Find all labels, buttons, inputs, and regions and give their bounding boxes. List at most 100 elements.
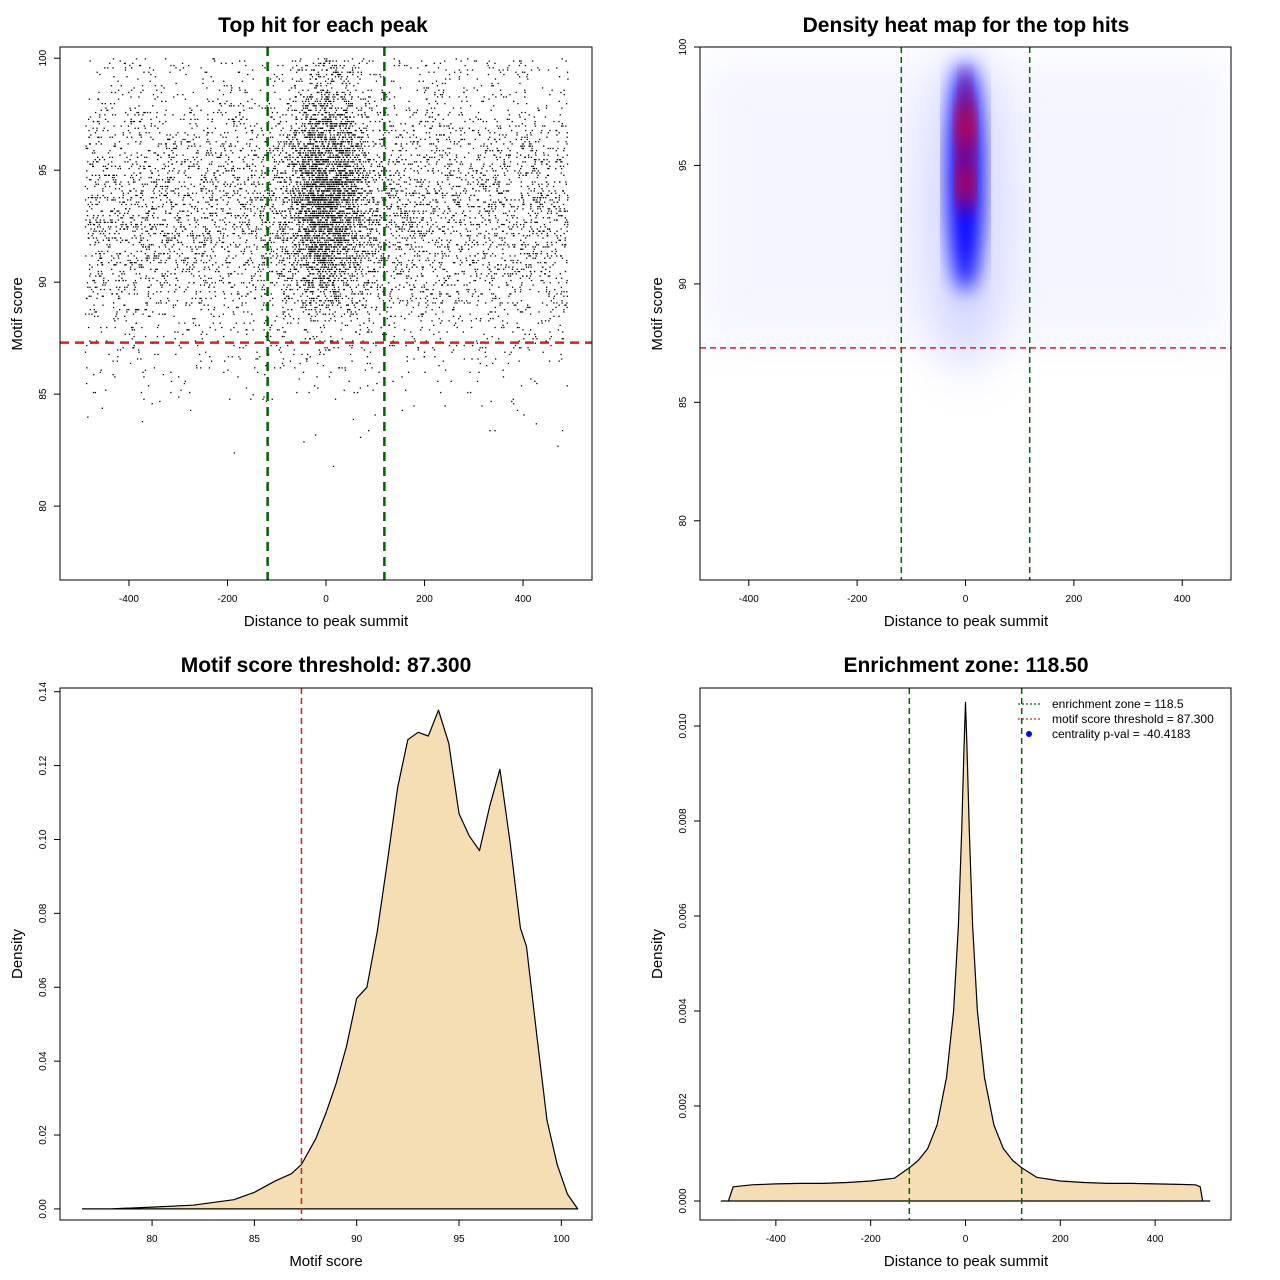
scatter-point — [494, 203, 496, 206]
scatter-point — [502, 248, 504, 250]
scatter-point — [328, 150, 330, 152]
scatter-point — [510, 293, 512, 295]
scatter-point — [543, 154, 545, 156]
scatter-point — [188, 167, 190, 170]
scatter-point — [397, 297, 399, 300]
scatter-point — [381, 197, 383, 199]
scatter-point — [168, 147, 170, 150]
scatter-point — [296, 163, 298, 165]
scatter-point — [166, 237, 168, 239]
scatter-point — [336, 221, 338, 223]
scatter-point — [355, 185, 357, 188]
scatter-point — [341, 183, 343, 185]
scatter-point — [408, 259, 410, 262]
scatter-point — [343, 123, 345, 125]
scatter-point — [121, 185, 123, 188]
scatter-point — [311, 82, 313, 85]
scatter-point — [325, 288, 328, 291]
scatter-point — [395, 230, 398, 232]
scatter-point — [347, 199, 349, 201]
scatter-point — [293, 215, 296, 217]
scatter-point — [361, 215, 364, 217]
scatter-point — [534, 342, 536, 344]
scatter-point — [450, 132, 452, 134]
scatter-point — [311, 297, 313, 300]
scatter-point — [334, 226, 337, 228]
scatter-point — [189, 141, 191, 143]
scatter-point — [193, 114, 195, 116]
scatter-point — [362, 219, 364, 221]
scatter-point — [489, 239, 491, 241]
scatter-point — [265, 304, 267, 306]
scatter-point — [170, 208, 173, 210]
scatter-point — [302, 311, 305, 313]
scatter-point — [153, 223, 156, 226]
scatter-point — [312, 262, 314, 264]
scatter-point — [91, 255, 93, 257]
scatter-point — [225, 223, 227, 226]
scatter-point — [340, 237, 342, 239]
scatter-point — [119, 349, 122, 351]
scatter-point — [132, 163, 134, 165]
scatter-point — [261, 107, 263, 109]
scatter-point — [343, 152, 345, 154]
scatter-point — [441, 253, 443, 255]
scatter-point — [134, 114, 136, 116]
scatter-point — [334, 228, 336, 230]
scatter-point — [310, 291, 313, 293]
scatter-point — [393, 335, 395, 338]
scatter-point — [101, 230, 103, 232]
scatter-point — [537, 170, 539, 172]
scatter-point — [508, 266, 510, 268]
scatter-point — [420, 203, 422, 206]
scatter-point — [243, 248, 246, 250]
scatter-point — [546, 185, 548, 188]
scatter-point — [331, 266, 333, 268]
scatter-point — [415, 279, 417, 282]
scatter-point — [438, 331, 440, 333]
scatter-point — [537, 174, 539, 176]
scatter-point — [304, 192, 306, 194]
scatter-point — [488, 320, 490, 322]
scatter-point — [560, 286, 562, 288]
scatter-point — [363, 250, 365, 253]
scatter-point — [343, 80, 345, 82]
scatter-point — [203, 239, 206, 241]
scatter-point — [405, 203, 407, 206]
scatter-point — [364, 145, 366, 147]
scatter-point — [399, 246, 401, 248]
scatter-point — [313, 300, 315, 302]
scatter-point — [458, 76, 461, 78]
scatter-point — [448, 96, 451, 98]
scatter-point — [320, 185, 323, 188]
scatter-point — [335, 300, 338, 302]
scatter-point — [174, 230, 177, 232]
scatter-point — [311, 170, 313, 172]
scatter-point — [515, 223, 518, 226]
scatter-point — [402, 221, 404, 223]
scatter-point — [556, 67, 558, 69]
scatter-point — [278, 176, 280, 179]
scatter-point — [460, 107, 462, 109]
scatter-point — [273, 159, 276, 161]
scatter-point — [343, 212, 345, 214]
scatter-point — [309, 183, 311, 185]
scatter-point — [280, 172, 282, 174]
scatter-point — [312, 273, 314, 275]
scatter-point — [92, 237, 95, 239]
scatter-point — [303, 147, 306, 150]
scatter-point — [302, 163, 304, 165]
scatter-point — [188, 215, 190, 217]
scatter-point — [540, 192, 543, 194]
scatter-point — [296, 64, 298, 67]
scatter-point — [491, 163, 493, 165]
scatter-point — [337, 215, 339, 217]
scatter-point — [324, 107, 326, 109]
scatter-point — [351, 145, 353, 147]
scatter-point — [414, 221, 416, 223]
scatter-point — [477, 111, 480, 114]
scatter-point — [111, 156, 114, 158]
scatter-point — [348, 219, 350, 221]
scatter-point — [113, 103, 116, 105]
scatter-point — [305, 237, 307, 239]
